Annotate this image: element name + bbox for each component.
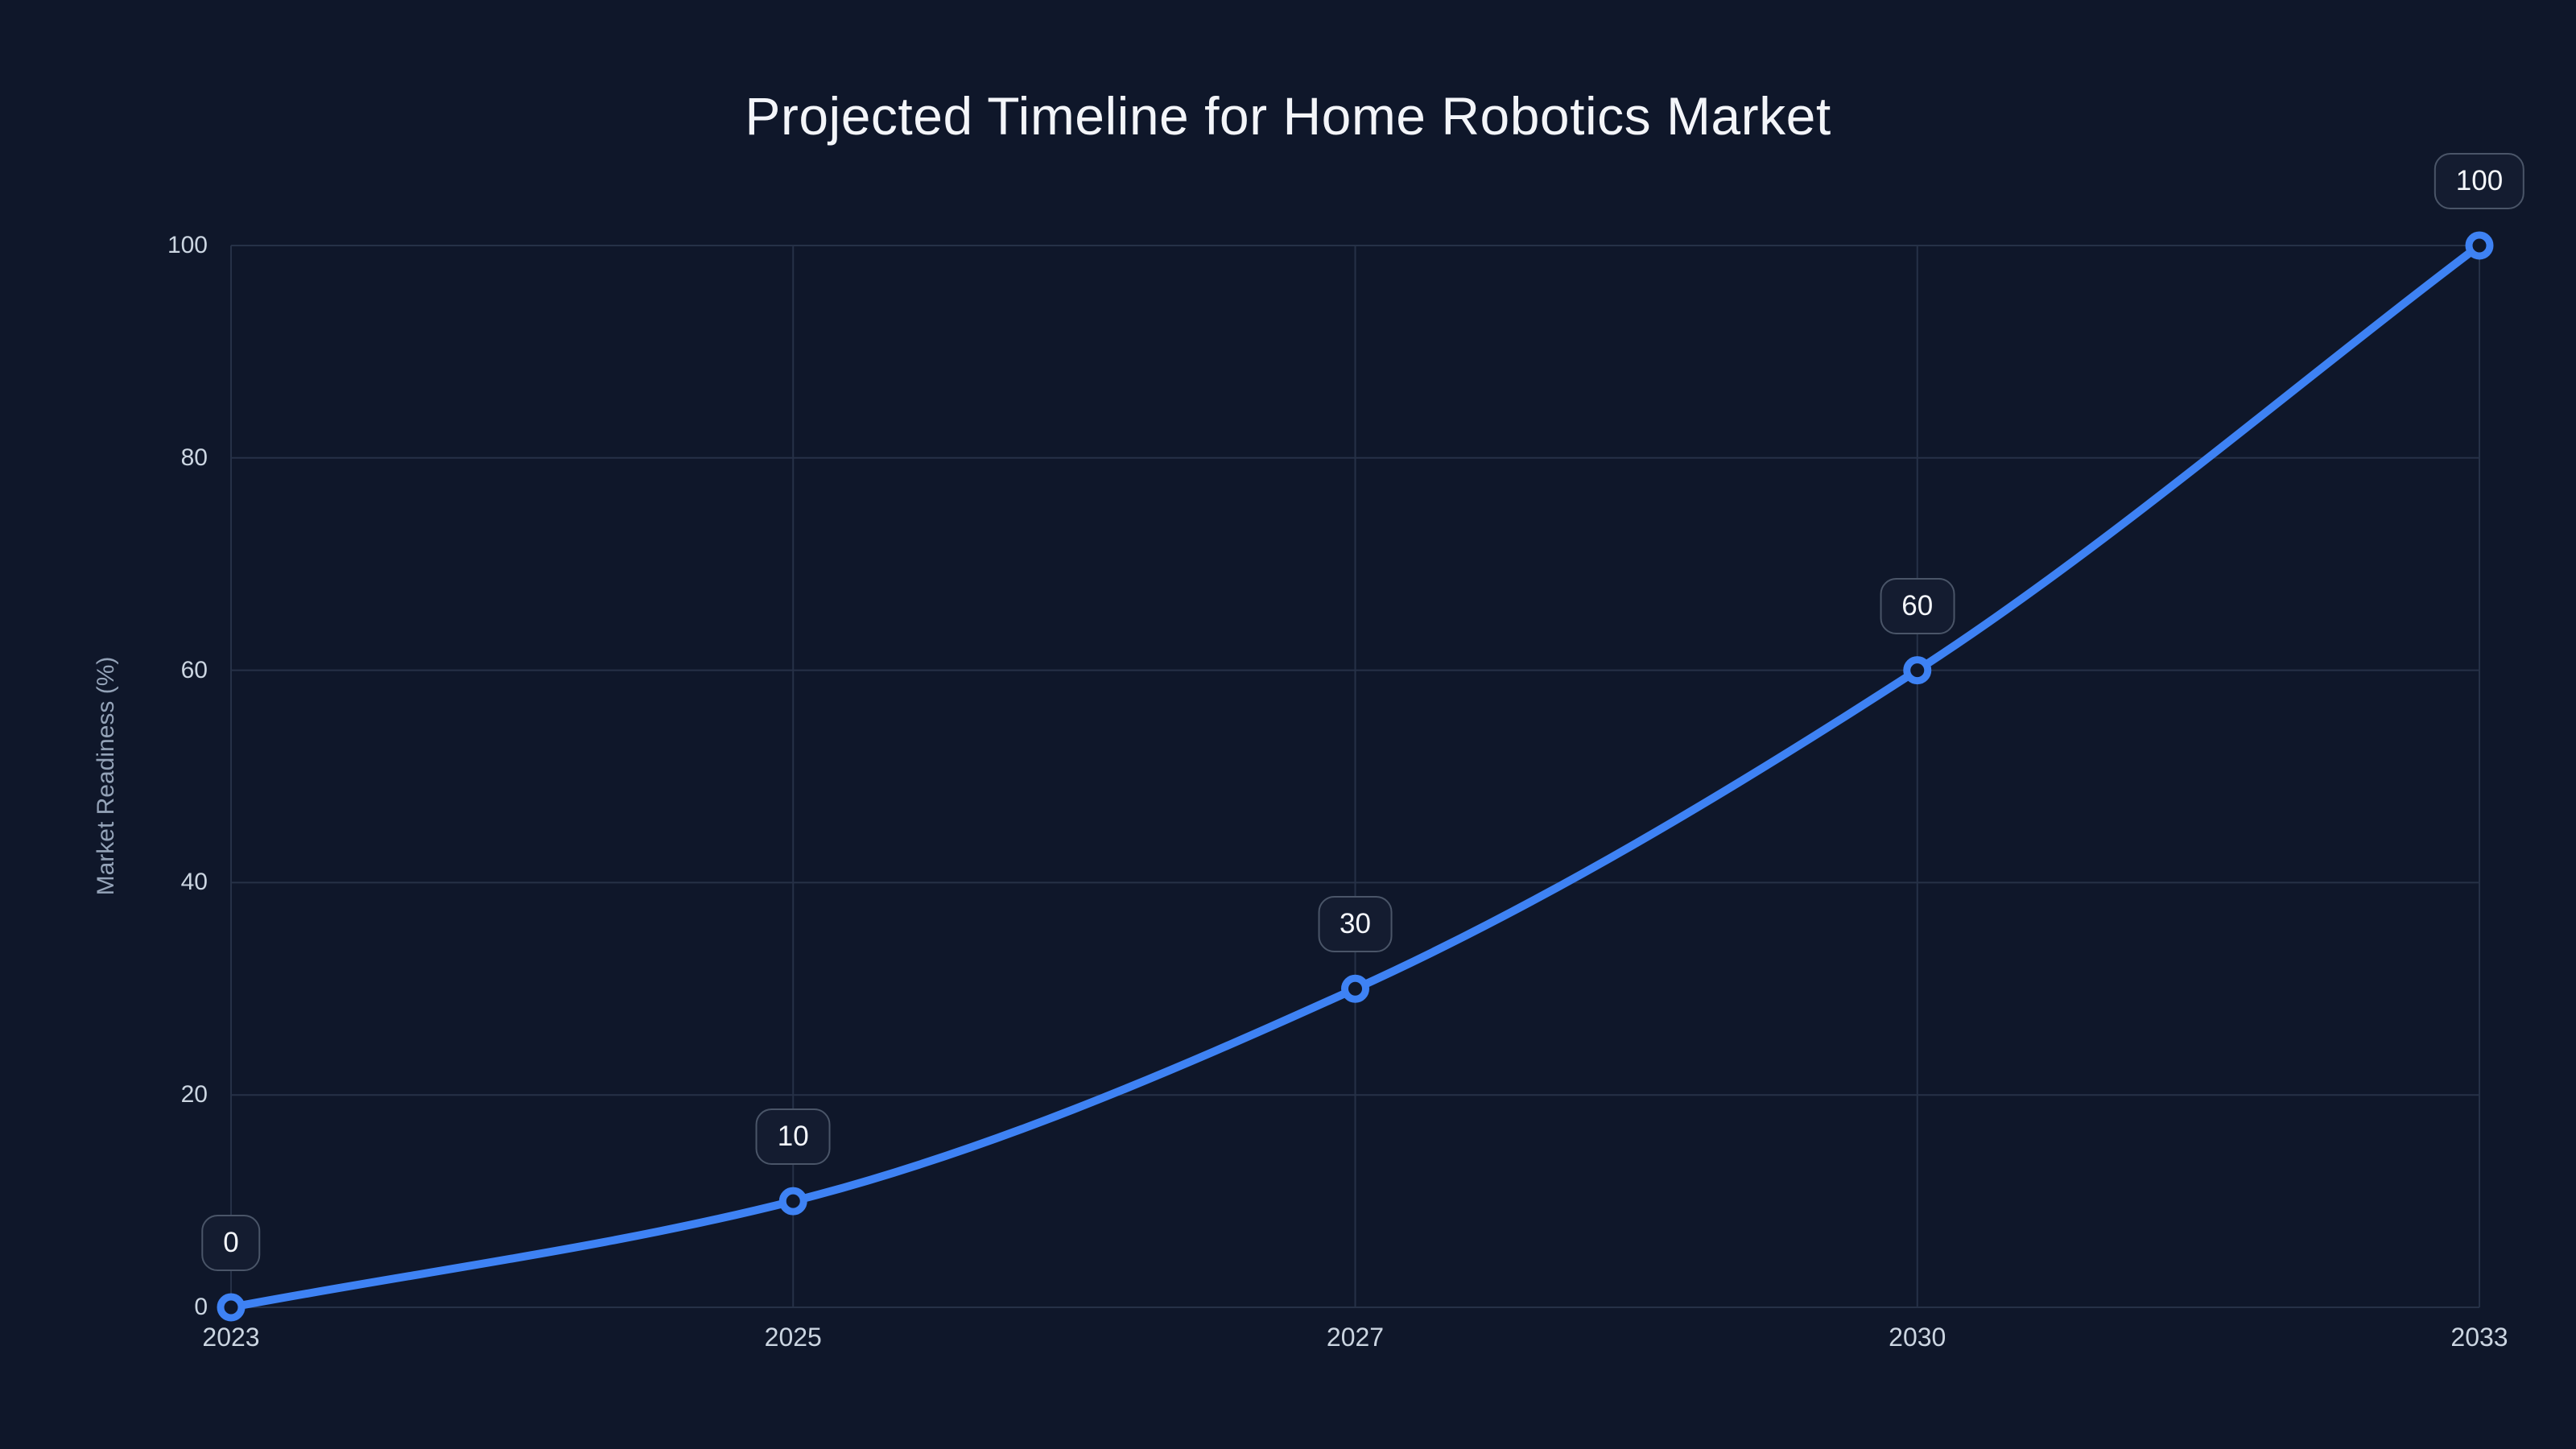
data-point-marker[interactable] bbox=[778, 1187, 807, 1216]
x-tick-label: 2025 bbox=[764, 1323, 822, 1352]
data-point-label: 10 bbox=[755, 1108, 831, 1166]
x-tick-label: 2030 bbox=[1889, 1323, 1946, 1352]
y-tick-label: 60 bbox=[180, 656, 208, 683]
vertical-gridlines bbox=[230, 246, 2480, 1307]
data-point-marker[interactable] bbox=[217, 1293, 246, 1322]
data-point-marker[interactable] bbox=[1903, 656, 1932, 685]
data-point-marker[interactable] bbox=[2465, 231, 2494, 260]
x-tick-label: 2023 bbox=[202, 1323, 260, 1352]
data-point-label: 0 bbox=[201, 1215, 261, 1271]
x-tick-label: 2033 bbox=[2450, 1323, 2508, 1352]
data-point-label: 60 bbox=[1880, 577, 1955, 634]
x-tick-label: 2027 bbox=[1326, 1323, 1385, 1352]
data-point-label: 100 bbox=[2434, 153, 2525, 209]
y-tick-label: 20 bbox=[180, 1081, 208, 1108]
chart-title: Projected Timeline for Home Robotics Mar… bbox=[745, 86, 1831, 146]
y-tick-label: 40 bbox=[180, 869, 208, 896]
data-point-marker[interactable] bbox=[1341, 974, 1369, 1003]
y-tick-label: 0 bbox=[194, 1294, 208, 1320]
y-tick-label: 80 bbox=[180, 444, 208, 471]
y-tick-label: 100 bbox=[167, 232, 208, 258]
data-point-markers bbox=[217, 231, 2494, 1322]
data-point-label: 30 bbox=[1318, 896, 1393, 953]
series-line bbox=[227, 242, 2483, 1311]
